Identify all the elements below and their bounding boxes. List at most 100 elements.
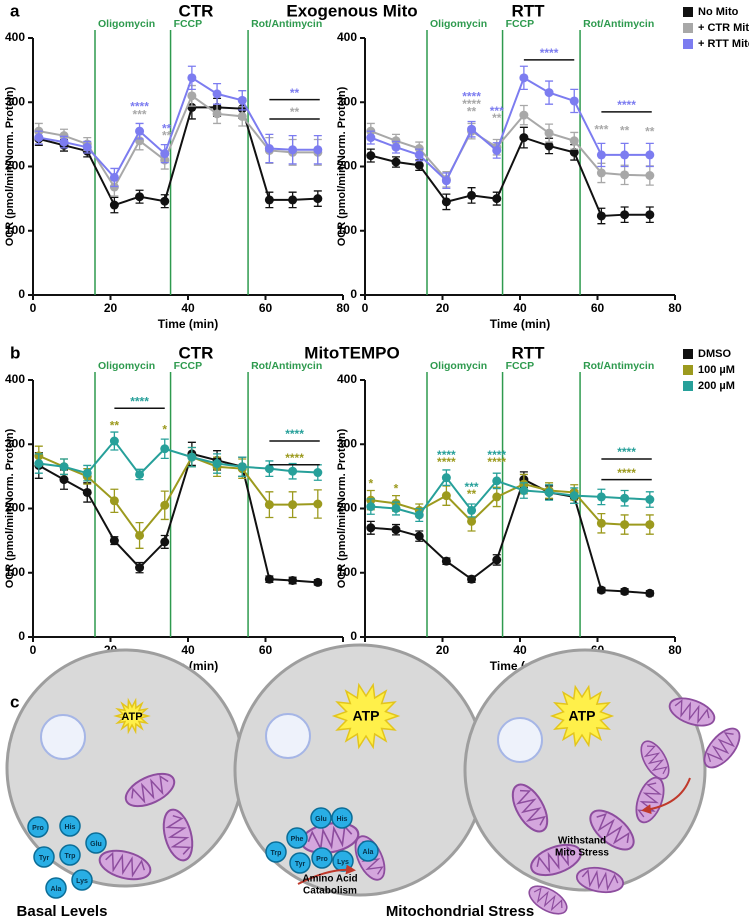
significance-stars: ** bbox=[620, 123, 630, 137]
x-axis-label: Time (min) bbox=[490, 317, 550, 331]
significance-stars: ** bbox=[162, 121, 172, 135]
legend-label: + CTR Mito bbox=[698, 22, 749, 34]
significance-stars: *** bbox=[133, 107, 147, 121]
data-point bbox=[135, 469, 145, 479]
legend-swatch bbox=[683, 381, 693, 391]
y-tick-label: 0 bbox=[18, 629, 25, 643]
data-point bbox=[519, 486, 529, 496]
x-tick-label: 20 bbox=[436, 301, 450, 315]
atp-label: ATP bbox=[353, 708, 380, 724]
amino-acid bbox=[45, 877, 67, 899]
data-point bbox=[288, 466, 298, 476]
significance-stars: **** bbox=[617, 445, 636, 459]
vesicle bbox=[497, 717, 543, 763]
injection-label: Rot/Antimycin bbox=[583, 360, 654, 372]
data-point bbox=[414, 150, 424, 160]
cell bbox=[463, 648, 707, 892]
y-tick-label: 400 bbox=[5, 372, 25, 386]
amino-acid-label: Pro bbox=[32, 825, 44, 832]
amino-acid-label: Tyr bbox=[295, 861, 306, 868]
data-point bbox=[519, 133, 529, 143]
data-point bbox=[109, 496, 119, 506]
data-point bbox=[569, 136, 579, 146]
amino-acid bbox=[286, 827, 308, 849]
data-point bbox=[596, 585, 606, 595]
mitochondrion bbox=[162, 808, 194, 862]
amino-acid bbox=[310, 807, 332, 829]
cell-caption: Withstand bbox=[558, 836, 606, 847]
data-point bbox=[620, 493, 630, 503]
amino-acid-label: Pro bbox=[316, 856, 328, 863]
panel-letter: a bbox=[10, 1, 20, 20]
injection-label: Oligomycin bbox=[98, 360, 155, 372]
data-point bbox=[288, 575, 298, 585]
injection-label: Rot/Antimycin bbox=[251, 18, 322, 30]
data-point bbox=[160, 196, 170, 206]
legend-swatch bbox=[683, 349, 693, 359]
y-axis-label: OCR (pmol/min/Norm. Protein) bbox=[336, 428, 348, 588]
data-point bbox=[467, 516, 477, 526]
arrow bbox=[641, 777, 691, 815]
panel-letter: b bbox=[10, 343, 20, 362]
significance-stars: **** bbox=[617, 98, 636, 112]
amino-acid-label: Tyr bbox=[39, 855, 50, 862]
chart-title: CTR bbox=[179, 343, 214, 362]
data-point bbox=[645, 150, 655, 160]
mito-cristae bbox=[581, 869, 619, 891]
mito-body bbox=[703, 727, 741, 769]
mitochondrion bbox=[640, 740, 670, 780]
amino-acid bbox=[311, 847, 333, 869]
cell-caption: Catabolism bbox=[303, 886, 357, 897]
diagram-label: Mitochondrial Stress bbox=[386, 903, 534, 920]
amino-acid bbox=[289, 852, 311, 874]
amino-acid bbox=[331, 807, 353, 829]
data-point bbox=[34, 459, 44, 469]
data-point bbox=[467, 574, 477, 584]
data-point bbox=[569, 491, 579, 501]
y-tick-label: 100 bbox=[5, 565, 25, 579]
data-point bbox=[288, 500, 298, 510]
amino-acid-label: Ala bbox=[363, 849, 374, 856]
mitochondrion bbox=[530, 843, 582, 877]
mitochondrion bbox=[511, 783, 549, 833]
data-point bbox=[441, 197, 451, 207]
amino-acid-label: Lys bbox=[76, 878, 88, 885]
data-point bbox=[519, 73, 529, 83]
amino-acid-label: Glu bbox=[90, 841, 102, 848]
data-point bbox=[645, 588, 655, 598]
x-axis-label: Time (min) bbox=[158, 317, 218, 331]
series-line bbox=[38, 439, 318, 476]
data-point bbox=[264, 574, 274, 584]
data-point bbox=[467, 505, 477, 515]
significance-stars: * bbox=[162, 422, 167, 436]
y-axis-label: OCR (pmol/min/Norm. Protein) bbox=[336, 86, 348, 246]
significance-stars: * bbox=[368, 476, 373, 490]
data-point bbox=[264, 195, 274, 205]
x-tick-label: 80 bbox=[668, 301, 682, 315]
series-line bbox=[38, 94, 318, 190]
amino-acid-label: His bbox=[337, 816, 348, 823]
significance-stars: **** bbox=[285, 427, 304, 441]
data-point bbox=[391, 142, 401, 152]
injection-label: Rot/Antimycin bbox=[251, 360, 322, 372]
legend-swatch bbox=[683, 23, 693, 33]
data-point bbox=[492, 476, 502, 486]
data-point bbox=[620, 170, 630, 180]
data-point bbox=[366, 502, 376, 512]
data-point bbox=[212, 459, 222, 469]
panel-letter: c bbox=[10, 692, 19, 711]
y-axis-label: OCR (pmol/min/Norm. Protein) bbox=[4, 86, 16, 246]
data-point bbox=[187, 91, 197, 101]
injection-label: FCCP bbox=[506, 18, 535, 30]
mito-body bbox=[124, 772, 176, 808]
chart-title: CTR bbox=[179, 1, 214, 20]
significance-stars: ** bbox=[162, 128, 172, 142]
data-point bbox=[492, 194, 502, 204]
data-point bbox=[135, 192, 145, 202]
mitochondrion bbox=[98, 849, 152, 881]
significance-stars: *** bbox=[490, 104, 504, 118]
data-point bbox=[544, 487, 554, 497]
legend-swatch bbox=[683, 39, 693, 49]
significance-stars: **** bbox=[617, 466, 636, 480]
x-tick-label: 40 bbox=[513, 643, 527, 657]
